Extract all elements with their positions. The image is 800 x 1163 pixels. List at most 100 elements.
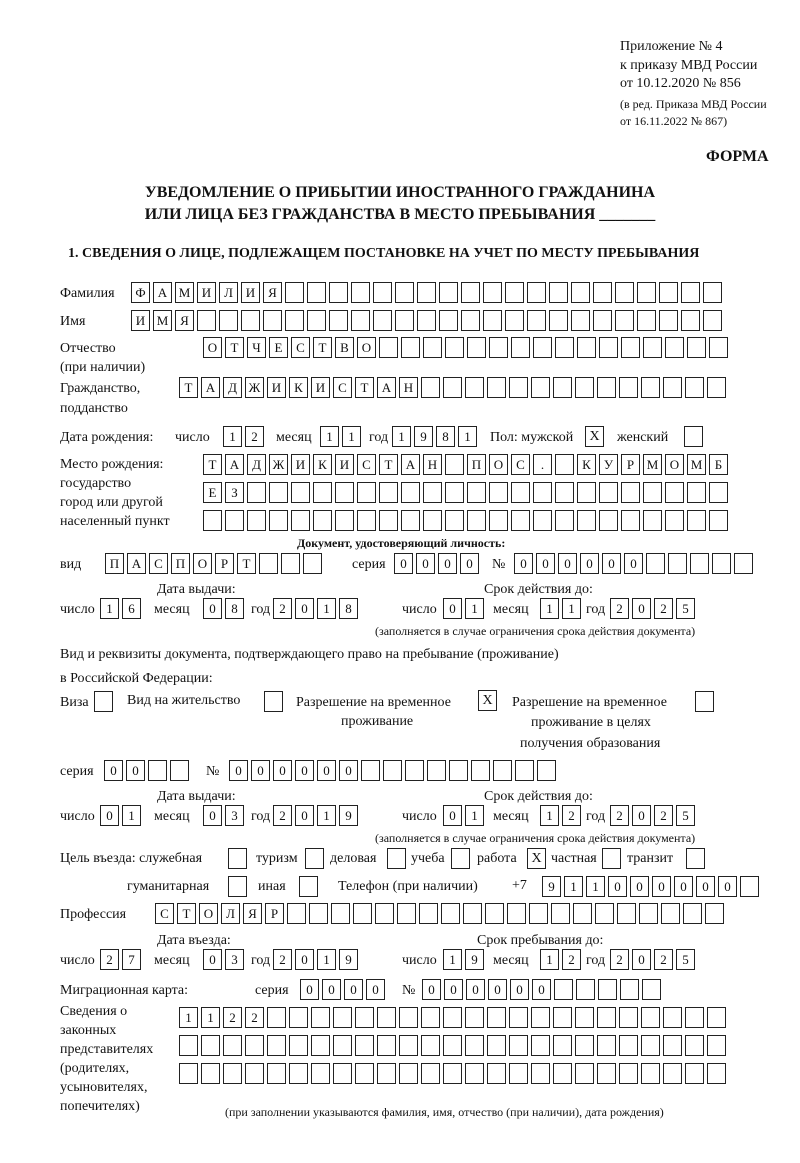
char-cell[interactable]	[397, 903, 416, 924]
char-cell[interactable]	[379, 337, 398, 358]
char-cell[interactable]: 0	[394, 553, 413, 574]
char-cell[interactable]	[245, 1063, 264, 1084]
char-cell[interactable]	[353, 903, 372, 924]
char-cell[interactable]: 2	[223, 1007, 242, 1028]
char-cell[interactable]	[361, 760, 380, 781]
char-cell[interactable]	[263, 310, 282, 331]
char-cell[interactable]	[599, 510, 618, 531]
char-cell[interactable]	[597, 1007, 616, 1028]
char-cell[interactable]	[281, 553, 300, 574]
char-cell[interactable]: И	[241, 282, 260, 303]
char-cell[interactable]	[575, 1063, 594, 1084]
char-cell[interactable]	[707, 1035, 726, 1056]
char-cell[interactable]: 0	[602, 553, 621, 574]
char-cell[interactable]	[373, 310, 392, 331]
char-cell[interactable]	[621, 482, 640, 503]
char-cell[interactable]: О	[489, 454, 508, 475]
char-cell[interactable]	[575, 1035, 594, 1056]
char-cell[interactable]: Д	[223, 377, 242, 398]
char-cell[interactable]	[289, 1063, 308, 1084]
char-cell[interactable]	[703, 310, 722, 331]
purpose-tourism-checkbox[interactable]	[305, 848, 324, 869]
char-cell[interactable]	[597, 1063, 616, 1084]
char-cell[interactable]	[707, 1063, 726, 1084]
char-cell[interactable]	[553, 1063, 572, 1084]
char-cell[interactable]: 0	[443, 598, 462, 619]
char-cell[interactable]	[599, 337, 618, 358]
char-cell[interactable]: И	[311, 377, 330, 398]
char-cell[interactable]	[223, 1063, 242, 1084]
char-cell[interactable]: 0	[632, 598, 651, 619]
char-cell[interactable]: С	[357, 454, 376, 475]
char-cell[interactable]	[643, 337, 662, 358]
char-cell[interactable]: И	[267, 377, 286, 398]
char-cell[interactable]	[615, 282, 634, 303]
char-cell[interactable]: 0	[696, 876, 715, 897]
char-cell[interactable]: 0	[536, 553, 555, 574]
char-cell[interactable]	[533, 510, 552, 531]
char-cell[interactable]: Р	[215, 553, 234, 574]
char-cell[interactable]: Т	[355, 377, 374, 398]
char-cell[interactable]: 5	[676, 805, 695, 826]
char-cell[interactable]	[285, 282, 304, 303]
char-cell[interactable]: 0	[344, 979, 363, 1000]
char-cell[interactable]	[399, 1063, 418, 1084]
char-cell[interactable]: Р	[265, 903, 284, 924]
char-cell[interactable]: 1	[201, 1007, 220, 1028]
char-cell[interactable]: 2	[654, 805, 673, 826]
char-cell[interactable]	[461, 310, 480, 331]
char-cell[interactable]	[445, 454, 464, 475]
char-cell[interactable]	[487, 377, 506, 398]
char-cell[interactable]	[509, 1063, 528, 1084]
char-cell[interactable]	[642, 979, 661, 1000]
char-cell[interactable]	[555, 510, 574, 531]
char-cell[interactable]	[333, 1007, 352, 1028]
char-cell[interactable]: 1	[540, 598, 559, 619]
char-cell[interactable]	[685, 1007, 704, 1028]
char-cell[interactable]	[646, 553, 665, 574]
char-cell[interactable]	[377, 1063, 396, 1084]
char-cell[interactable]	[421, 1007, 440, 1028]
char-cell[interactable]: 1	[392, 426, 411, 447]
temp-residence-checkbox[interactable]: X	[478, 690, 497, 711]
char-cell[interactable]	[641, 377, 660, 398]
char-cell[interactable]	[509, 1007, 528, 1028]
char-cell[interactable]	[493, 760, 512, 781]
char-cell[interactable]: 2	[610, 949, 629, 970]
char-cell[interactable]: И	[197, 282, 216, 303]
char-cell[interactable]	[311, 1007, 330, 1028]
char-cell[interactable]: К	[289, 377, 308, 398]
char-cell[interactable]	[620, 979, 639, 1000]
char-cell[interactable]	[663, 1035, 682, 1056]
char-cell[interactable]: 0	[624, 553, 643, 574]
char-cell[interactable]: 0	[630, 876, 649, 897]
purpose-official-checkbox[interactable]	[228, 848, 247, 869]
char-cell[interactable]: З	[225, 482, 244, 503]
char-cell[interactable]: 0	[416, 553, 435, 574]
char-cell[interactable]	[399, 1035, 418, 1056]
residence-permit-checkbox[interactable]	[264, 691, 283, 712]
char-cell[interactable]	[355, 1035, 374, 1056]
char-cell[interactable]: Н	[399, 377, 418, 398]
char-cell[interactable]	[395, 310, 414, 331]
char-cell[interactable]	[375, 903, 394, 924]
purpose-humanitarian-checkbox[interactable]	[228, 876, 247, 897]
char-cell[interactable]	[597, 1035, 616, 1056]
char-cell[interactable]	[467, 337, 486, 358]
char-cell[interactable]	[619, 1007, 638, 1028]
char-cell[interactable]	[357, 482, 376, 503]
char-cell[interactable]: 2	[610, 805, 629, 826]
char-cell[interactable]: Т	[179, 377, 198, 398]
char-cell[interactable]	[533, 482, 552, 503]
char-cell[interactable]: А	[201, 377, 220, 398]
char-cell[interactable]	[533, 337, 552, 358]
char-cell[interactable]	[643, 510, 662, 531]
char-cell[interactable]	[617, 903, 636, 924]
sex-male-checkbox[interactable]: X	[585, 426, 604, 447]
